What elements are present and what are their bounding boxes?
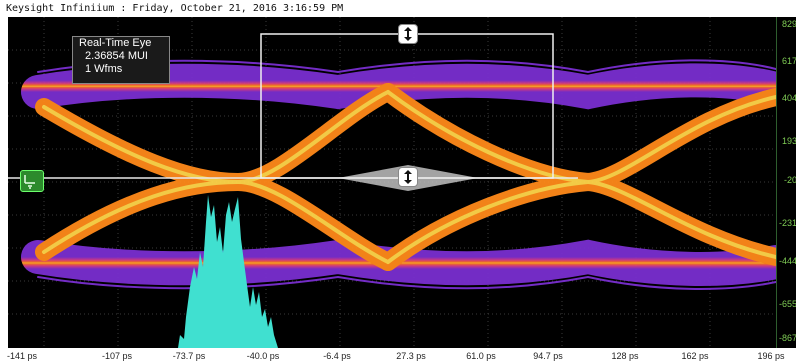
x-tick-label: -40.0 ps: [246, 351, 280, 361]
x-tick-label: 162 ps: [681, 351, 709, 361]
x-tick-label: -6.4 ps: [323, 351, 351, 361]
measurement-ui-value: 2.36854 MUI: [85, 50, 148, 62]
jitter-histogram: [178, 195, 278, 348]
measurement-waveforms: 1 Wfms: [85, 63, 123, 75]
measurement-title: Real-Time Eye: [79, 37, 152, 49]
x-tick-label: 128 ps: [611, 351, 639, 361]
x-axis: -141 ps -107 ps -73.7 ps -40.0 ps -6.4 p…: [0, 348, 796, 364]
x-tick-label: 27.3 ps: [396, 351, 426, 361]
center-resize-handle[interactable]: [398, 167, 418, 187]
eye-diagram-plot[interactable]: Real-Time Eye 2.36854 MUI 1 Wfms: [8, 17, 793, 348]
y-tick-label: 829: [781, 19, 796, 29]
x-tick-label: -141 ps: [6, 351, 38, 361]
x-tick-label: 61.0 ps: [466, 351, 496, 361]
eye-diagram-svg: [8, 17, 793, 348]
x-tick-label: -73.7 ps: [172, 351, 206, 361]
y-axis: 829 617 404 193 -20 -231 -444 -655 -867: [776, 17, 796, 348]
ground-icon: [24, 175, 35, 189]
y-tick-label: 193: [781, 136, 796, 146]
x-tick-label: -107 ps: [101, 351, 133, 361]
channel-offset-marker[interactable]: [20, 170, 44, 192]
y-tick-label: -231: [778, 218, 796, 228]
window-titlebar: Keysight Infiniium : Friday, October 21,…: [0, 0, 796, 17]
window-title: Keysight Infiniium : Friday, October 21,…: [6, 3, 344, 14]
y-tick-label: -867: [778, 333, 796, 343]
y-tick-label: -444: [778, 256, 796, 266]
y-tick-label: -20: [783, 175, 796, 185]
x-tick-label: 196 ps: [757, 351, 785, 361]
vertical-arrow-icon: [404, 27, 412, 41]
measurement-info-box: Real-Time Eye 2.36854 MUI 1 Wfms: [72, 36, 170, 84]
y-tick-label: -655: [778, 299, 796, 309]
y-tick-label: 617: [781, 56, 796, 66]
x-tick-label: 94.7 ps: [533, 351, 563, 361]
vertical-arrow-icon: [404, 170, 412, 184]
y-tick-label: 404: [781, 93, 796, 103]
eye-traces: [21, 59, 793, 290]
top-resize-handle[interactable]: [398, 24, 418, 44]
